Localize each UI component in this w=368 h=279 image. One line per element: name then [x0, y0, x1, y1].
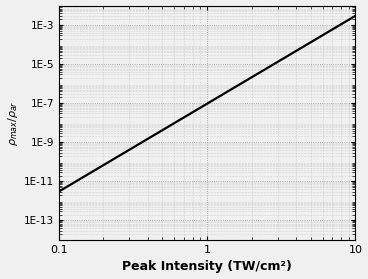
Y-axis label: $\rho_{max}/\rho_{ar}$: $\rho_{max}/\rho_{ar}$ — [6, 100, 20, 146]
X-axis label: Peak Intensity (TW/cm²): Peak Intensity (TW/cm²) — [122, 260, 292, 273]
